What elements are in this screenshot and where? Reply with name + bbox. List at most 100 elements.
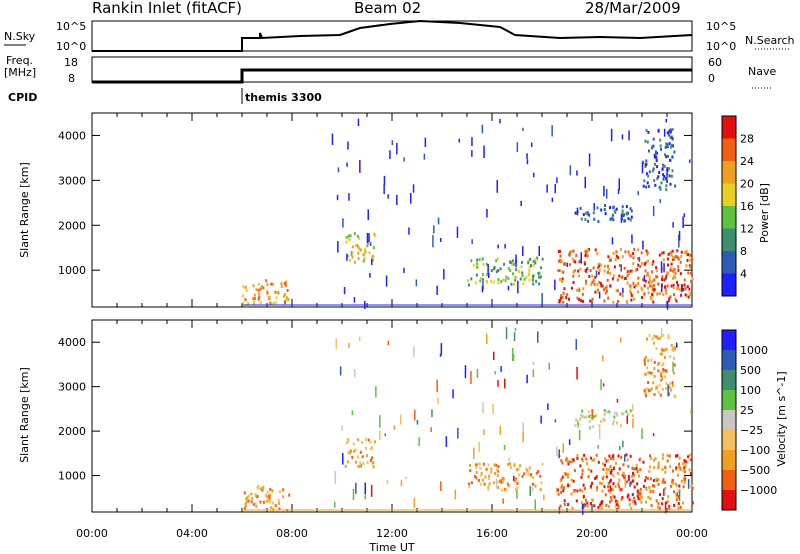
vel-cell <box>251 497 254 501</box>
vel-cell <box>649 454 651 458</box>
vel-cell <box>369 440 372 444</box>
power-cell <box>572 270 575 274</box>
power-cell <box>577 274 580 278</box>
power-cell <box>259 301 262 305</box>
power-cell <box>672 269 675 273</box>
power-streak <box>637 191 639 196</box>
vel-cell <box>362 461 365 465</box>
vel-cell <box>604 463 606 467</box>
vel-cell <box>583 416 586 419</box>
power-cell <box>653 278 656 282</box>
vel-cell <box>633 485 636 489</box>
power-cell <box>362 253 365 257</box>
vel-cell <box>537 470 540 473</box>
vel-cell <box>610 471 613 475</box>
vel-cell <box>657 461 660 465</box>
power-ctick-24: 24 <box>740 155 754 168</box>
vel-cell <box>661 480 664 484</box>
power-cell <box>582 299 585 303</box>
power-cell <box>670 253 673 257</box>
vel-cell <box>683 466 686 470</box>
power-cell <box>652 287 655 291</box>
vel-cell <box>658 506 661 510</box>
vel-streak <box>516 489 518 499</box>
power-cell <box>562 291 565 295</box>
power-streak <box>436 285 438 295</box>
vel-cell <box>655 335 658 339</box>
vel-cell <box>479 466 482 470</box>
power-cell <box>653 153 656 157</box>
power-streak <box>337 241 339 253</box>
vel-cell <box>656 337 659 340</box>
power-cell <box>666 180 668 183</box>
power-cell <box>674 297 677 301</box>
vel-cell <box>609 456 612 460</box>
power-cell <box>287 298 290 301</box>
vel-cell <box>584 498 587 502</box>
vel-streak <box>339 366 342 376</box>
vel-cell <box>482 462 485 466</box>
vel-streak <box>616 398 619 403</box>
vel-cell <box>675 454 677 458</box>
vel-cell <box>673 394 676 398</box>
vel-streak <box>500 366 502 372</box>
nsearch-tick-bottom: 10^0 <box>706 40 736 53</box>
power-streak <box>522 127 524 131</box>
vel-cell <box>678 462 681 466</box>
vel-ctick-neg500: −500 <box>740 464 770 477</box>
velocity-colorbar <box>721 329 737 511</box>
power-cell <box>651 270 654 274</box>
power-cell <box>527 273 530 277</box>
vel-cell <box>244 503 247 507</box>
vel-streak <box>660 327 663 336</box>
power-cell <box>566 293 569 297</box>
power-cell <box>668 174 671 178</box>
vel-cell <box>665 386 667 390</box>
vel-cell <box>619 488 622 492</box>
power-cell <box>242 285 245 289</box>
power-streak <box>515 254 517 268</box>
power-cell <box>643 292 646 296</box>
power-cell <box>664 145 667 149</box>
vel-cell <box>517 467 520 471</box>
vel-cell <box>658 336 661 340</box>
power-cell <box>658 186 661 190</box>
power-streak <box>368 233 370 243</box>
power-streak <box>336 194 339 201</box>
vel-cell <box>490 470 493 474</box>
vel-cell <box>657 390 660 394</box>
power-cell <box>372 246 375 250</box>
power-cell <box>604 286 607 290</box>
power-streak <box>410 193 412 204</box>
power-streak <box>396 143 398 155</box>
vel-cell <box>278 490 281 494</box>
vel-cell <box>345 441 348 445</box>
vel-region-1 <box>344 437 376 469</box>
power-cell <box>584 282 587 286</box>
power-cell <box>669 182 672 186</box>
vel-cell <box>523 472 526 476</box>
power-cell <box>640 251 643 255</box>
vel-cell <box>621 496 624 499</box>
vel-streaks <box>334 327 692 515</box>
power-cell <box>651 146 653 150</box>
power-cell <box>598 264 601 268</box>
power-streak <box>437 217 440 225</box>
power-streak <box>526 153 528 159</box>
power-cell <box>618 274 621 278</box>
power-cell <box>683 285 686 288</box>
power-cell <box>562 270 565 274</box>
vel-cell <box>572 479 575 483</box>
power-cell <box>507 276 510 280</box>
power-cell <box>244 298 247 302</box>
power-cell <box>659 292 662 295</box>
power-region-1 <box>345 232 377 264</box>
vel-cell <box>643 390 646 394</box>
power-cell <box>667 252 670 256</box>
power-cell <box>606 271 609 274</box>
vel-cell <box>660 378 662 382</box>
power-cell <box>568 252 571 256</box>
vel-streak <box>676 491 679 497</box>
vel-cell <box>628 498 631 502</box>
vel-cell <box>672 469 674 473</box>
